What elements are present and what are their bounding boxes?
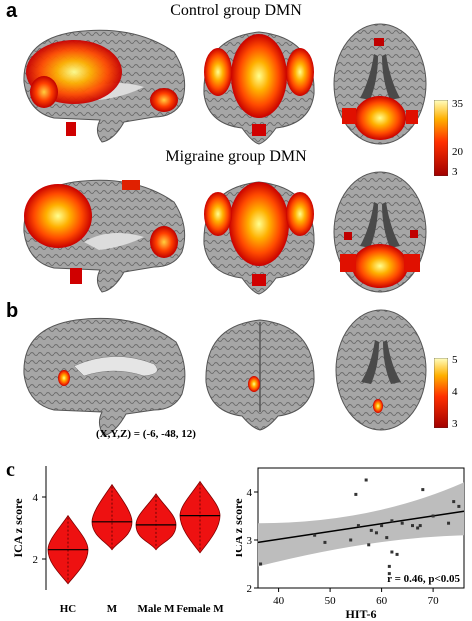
- coordinate-label: (X,Y,Z) = (-6, -48, 12): [96, 428, 196, 440]
- correlation-annotation: r = 0.46, p<0.05: [387, 573, 460, 585]
- y-axis-label-c: ICA z score: [11, 498, 25, 558]
- migraine-group-title: Migraine group DMN: [165, 148, 307, 165]
- data-point-13: [387, 572, 391, 576]
- control-axial-brain: [333, 23, 427, 145]
- migraine-coronal-brain: [203, 181, 315, 295]
- group-diff-axial-brain: [335, 309, 427, 431]
- data-point-7: [367, 543, 371, 547]
- data-point-25: [457, 504, 461, 508]
- data-point-1: [313, 533, 317, 537]
- confidence-band: [258, 482, 464, 567]
- data-point-24: [452, 500, 456, 504]
- migraine-axial-brain: [333, 171, 427, 293]
- y-tick-label-d-2: 4: [247, 487, 253, 499]
- x-tick-label-c-2: Male M: [138, 603, 176, 615]
- panel-letter-b: b: [6, 300, 19, 322]
- data-point-0: [259, 562, 263, 566]
- data-point-10: [380, 524, 384, 528]
- x-axis-label-d: HIT-6: [346, 607, 377, 621]
- data-point-3: [349, 538, 353, 542]
- y-tick-label-d-1: 3: [247, 535, 253, 547]
- data-point-22: [431, 514, 435, 518]
- group-diff-coronal-brain: [205, 319, 315, 431]
- x-tick-label-c-3: Female M: [176, 603, 224, 615]
- data-point-9: [374, 531, 378, 535]
- colorbar-b-min: 3: [452, 418, 458, 430]
- colorbar-b-mid: 4: [452, 386, 458, 398]
- colorbar-a-mid: 20: [452, 146, 463, 158]
- violin-1: [91, 483, 133, 551]
- colorbar-a: [434, 100, 448, 176]
- fit-line: [257, 510, 465, 544]
- x-tick-label-d-1: 50: [325, 595, 337, 607]
- data-point-14: [390, 550, 394, 554]
- control-sagittal-brain: [23, 29, 186, 143]
- y-tick-label-c-1: 4: [33, 492, 39, 504]
- data-point-17: [400, 521, 404, 525]
- migraine-sagittal-brain: [23, 179, 186, 293]
- data-point-11: [385, 536, 389, 540]
- y-tick-label-c-0: 2: [33, 554, 39, 566]
- data-point-21: [421, 488, 425, 492]
- x-tick-label-d-0: 40: [273, 595, 285, 607]
- colorbar-a-min: 3: [452, 166, 458, 178]
- violin-chart: c 2 4 ICA z score HC M Male M Female M: [6, 459, 224, 615]
- group-diff-sagittal-brain: [23, 317, 186, 437]
- control-group-title: Control group DMN: [170, 2, 302, 19]
- colorbar-b: [434, 358, 448, 428]
- data-point-8: [369, 528, 373, 532]
- data-point-16: [395, 552, 399, 556]
- y-axis-label-d: ICA z score: [236, 498, 245, 558]
- colorbar-a-max: 35: [452, 98, 463, 110]
- data-point-12: [387, 564, 391, 568]
- colorbar-b-max: 5: [452, 354, 458, 366]
- x-tick-label-d-3: 70: [428, 595, 440, 607]
- y-tick-label-d-0: 2: [247, 583, 253, 595]
- x-tick-label-d-2: 60: [376, 595, 388, 607]
- data-point-4: [354, 492, 358, 496]
- data-point-6: [364, 478, 368, 482]
- x-tick-label-c-1: M: [107, 603, 118, 615]
- data-point-19: [416, 526, 420, 530]
- data-point-18: [411, 524, 414, 528]
- panel-letter-c: c: [6, 459, 15, 481]
- data-point-20: [418, 524, 422, 528]
- data-point-23: [447, 521, 451, 525]
- data-point-2: [323, 540, 327, 544]
- control-coronal-brain: [203, 31, 315, 145]
- x-tick-label-c-0: HC: [60, 603, 77, 615]
- data-point-5: [356, 524, 360, 528]
- data-point-15: [390, 519, 394, 523]
- panel-letter-a: a: [6, 0, 18, 22]
